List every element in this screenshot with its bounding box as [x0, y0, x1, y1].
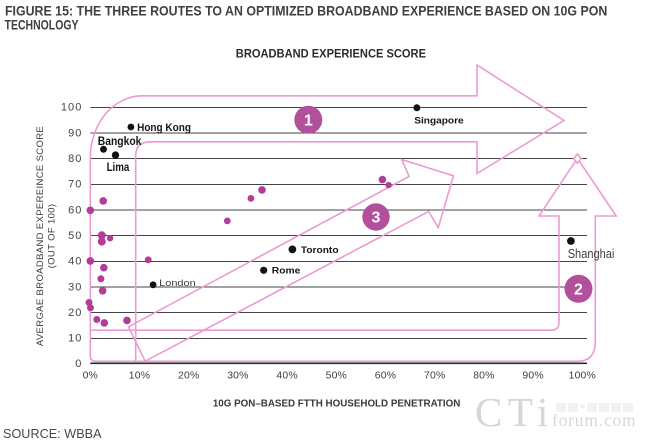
svg-text:70: 70: [68, 179, 82, 191]
svg-text:forum.com: forum.com: [552, 410, 636, 430]
svg-text:Bangkok: Bangkok: [98, 135, 142, 148]
svg-text:10G PON–BASED FTTH HOUSEHOLD P: 10G PON–BASED FTTH HOUSEHOLD PENETRATION: [213, 398, 461, 409]
svg-text:80%: 80%: [473, 371, 494, 382]
svg-text:0: 0: [75, 358, 82, 370]
svg-text:40: 40: [68, 256, 82, 268]
svg-text:Lima: Lima: [107, 161, 130, 174]
svg-text:80: 80: [68, 153, 82, 165]
svg-text:FIGURE 15: THE THREE ROUTES TO: FIGURE 15: THE THREE ROUTES TO AN OPTIMI…: [5, 3, 607, 19]
svg-text:Singapore: Singapore: [414, 116, 464, 127]
svg-text:SOURCE: WBBA: SOURCE: WBBA: [3, 427, 102, 441]
svg-text:Hong Kong: Hong Kong: [137, 122, 191, 135]
svg-text:30%: 30%: [227, 371, 248, 382]
svg-text:50: 50: [68, 230, 82, 242]
svg-text:50%: 50%: [326, 371, 347, 382]
svg-text:CTi: CTi: [475, 389, 554, 435]
svg-text:TECHNOLOGY: TECHNOLOGY: [5, 17, 80, 33]
svg-text:3: 3: [372, 210, 381, 227]
svg-text:Shanghai: Shanghai: [568, 246, 615, 261]
svg-text:70%: 70%: [424, 371, 445, 382]
svg-text:40%: 40%: [276, 371, 297, 382]
svg-text:60: 60: [68, 204, 82, 216]
svg-text:100%: 100%: [569, 371, 596, 382]
svg-text:10: 10: [68, 333, 82, 345]
svg-text:90: 90: [68, 127, 82, 139]
svg-text:10%: 10%: [129, 371, 150, 382]
svg-text:20%: 20%: [178, 371, 199, 382]
svg-text:Rome: Rome: [272, 266, 301, 276]
svg-text:30: 30: [68, 281, 82, 293]
svg-text:100: 100: [61, 102, 83, 114]
svg-text:BROADBAND EXPERIENCE SCORE: BROADBAND EXPERIENCE SCORE: [236, 47, 426, 61]
svg-text:London: London: [159, 279, 196, 289]
svg-text:90%: 90%: [522, 371, 543, 382]
svg-text:AVERGAE BROADBAND EXPEREINCE S: AVERGAE BROADBAND EXPEREINCE SCORE: [35, 126, 46, 346]
svg-text:2: 2: [574, 282, 583, 299]
svg-text:1: 1: [304, 113, 313, 130]
svg-text:60%: 60%: [375, 371, 396, 382]
svg-text:Toronto: Toronto: [301, 245, 339, 255]
svg-text:0%: 0%: [83, 371, 98, 382]
svg-text:(OUT OF 100): (OUT OF 100): [47, 204, 58, 269]
svg-text:20: 20: [68, 307, 82, 319]
